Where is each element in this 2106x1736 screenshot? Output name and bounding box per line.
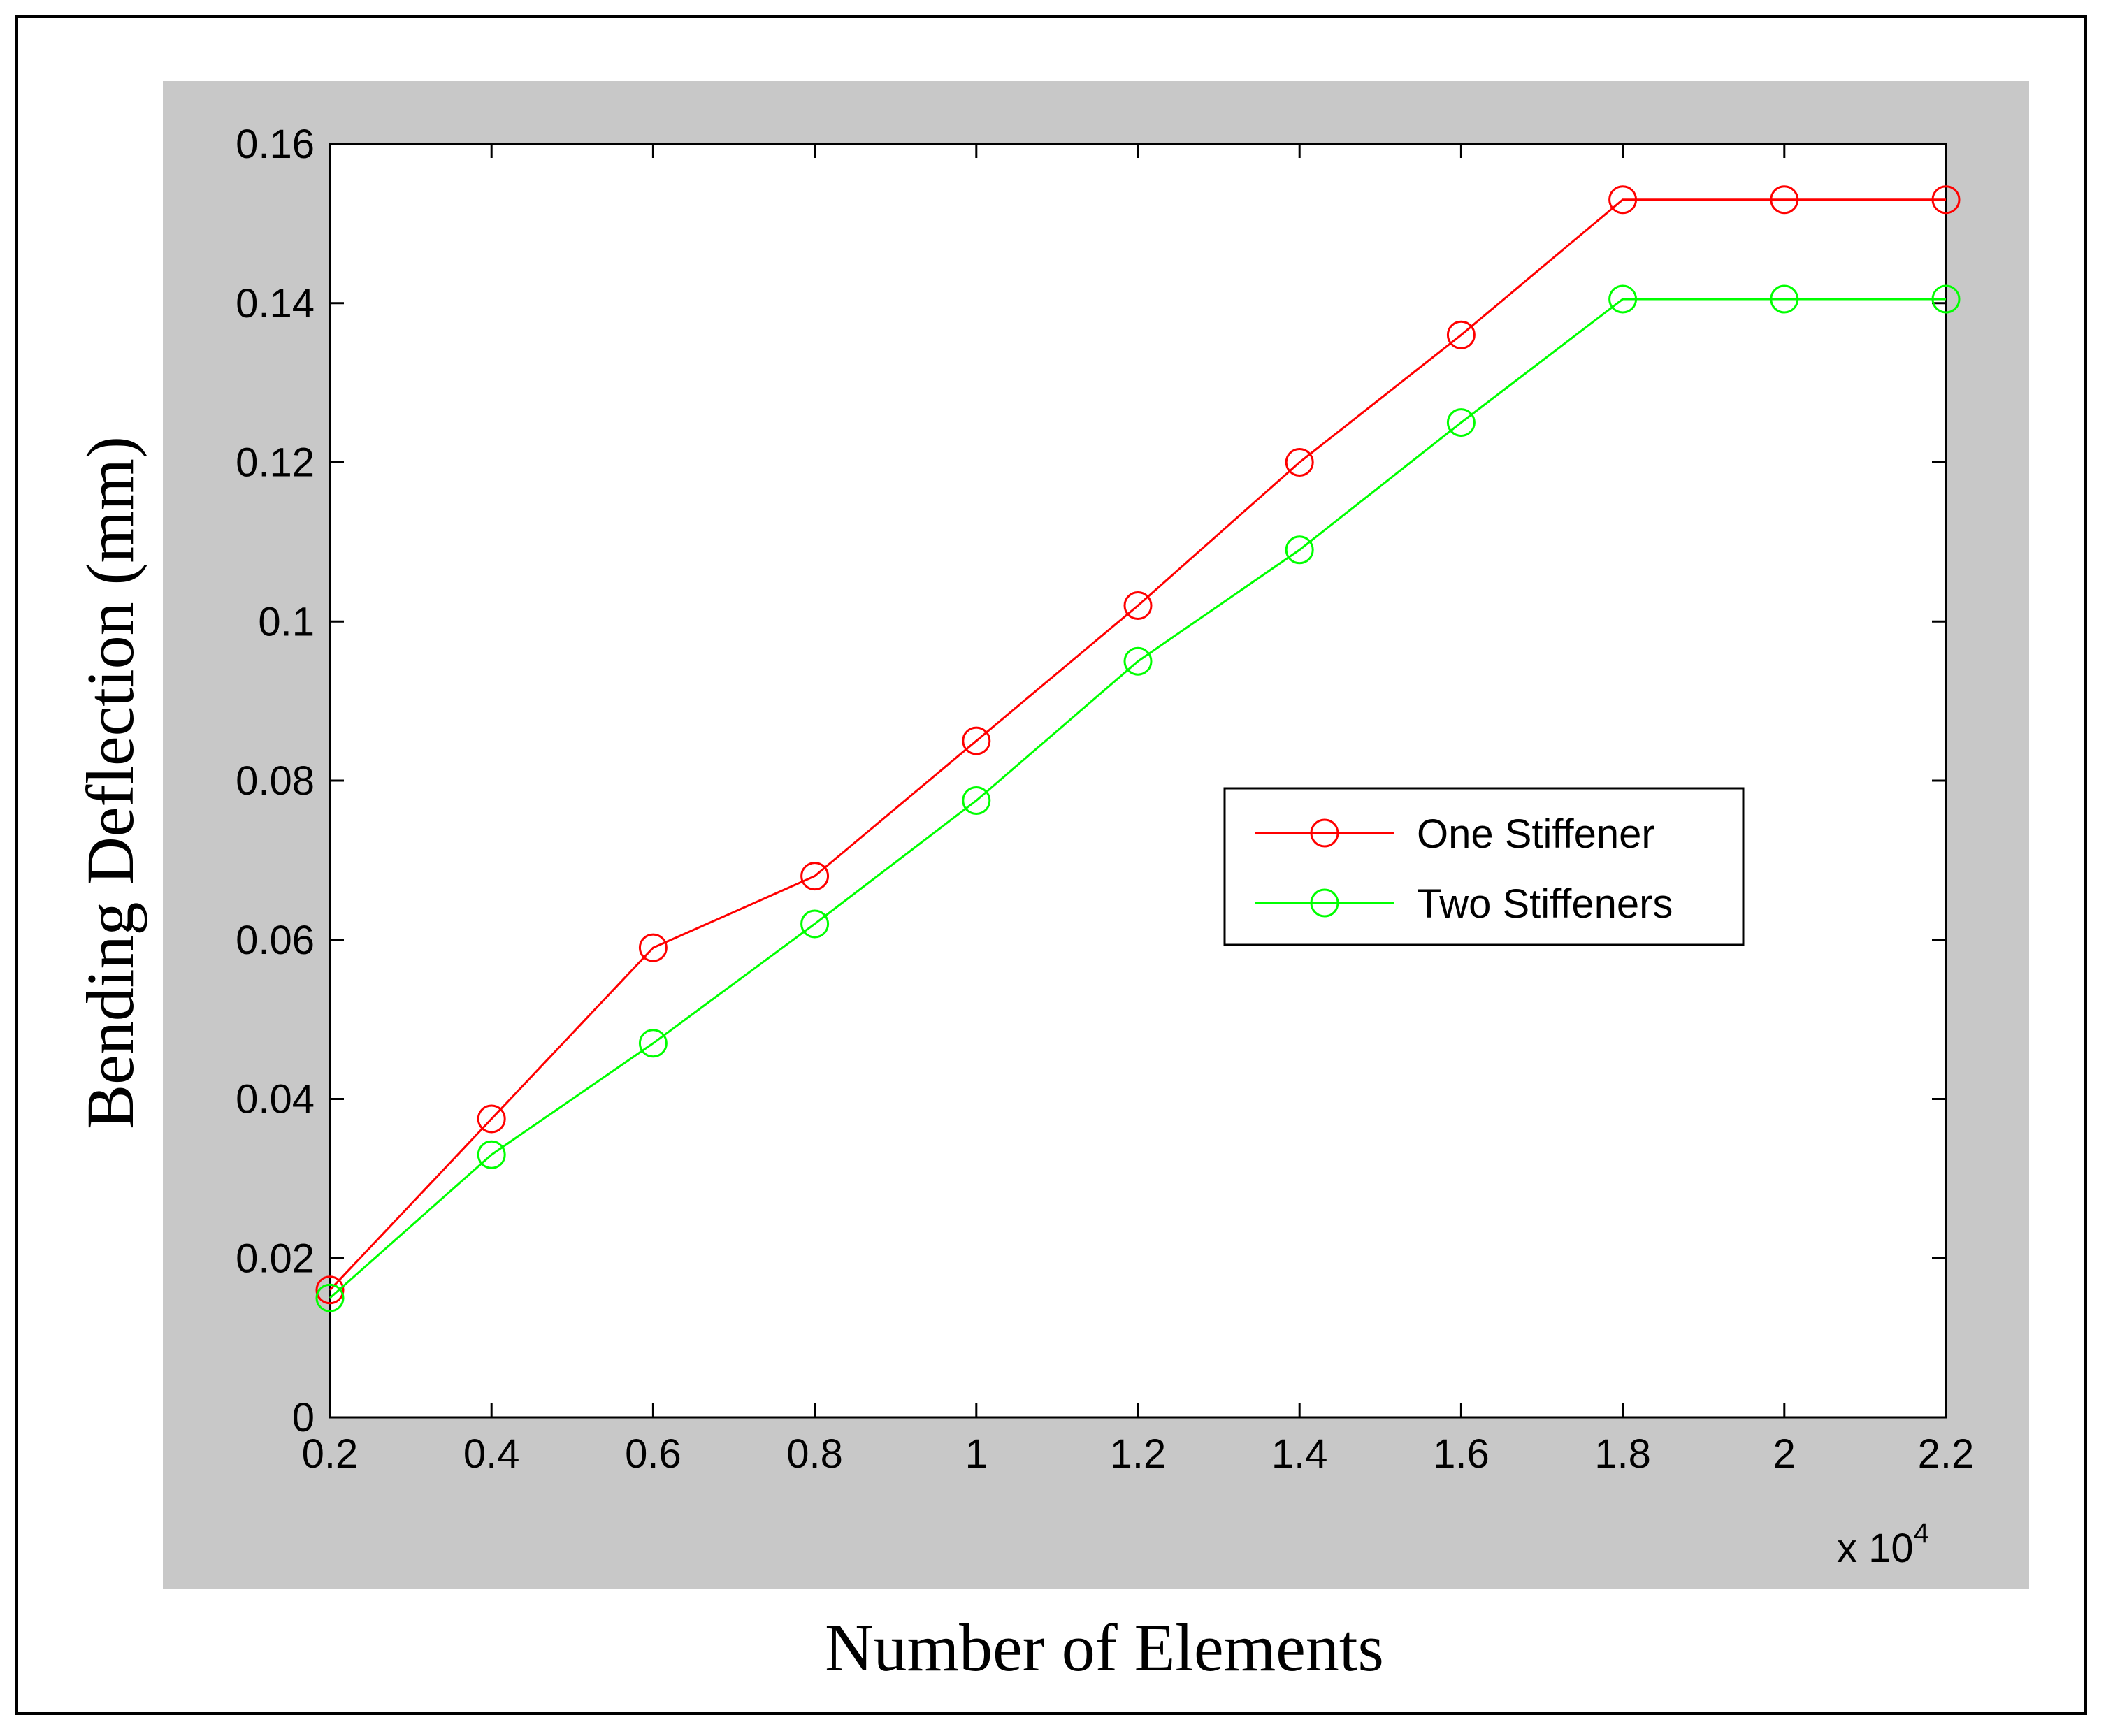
y-tick-label: 0.14 bbox=[236, 281, 315, 326]
legend-marker bbox=[1310, 818, 1339, 848]
y-tick-label: 0.1 bbox=[258, 599, 315, 644]
x-tick-label: 1.8 bbox=[1594, 1431, 1651, 1477]
y-tick-label: 0.12 bbox=[236, 440, 315, 486]
legend-label: One Stiffener bbox=[1417, 811, 1655, 857]
legend-label: Two Stiffeners bbox=[1417, 881, 1673, 927]
data-point-marker bbox=[1285, 535, 1314, 565]
legend-marker bbox=[1310, 888, 1339, 918]
data-point-marker bbox=[477, 1104, 506, 1134]
data-point-marker bbox=[315, 1275, 345, 1305]
plot-area bbox=[329, 143, 1947, 1419]
x-tick-label: 1 bbox=[965, 1431, 988, 1477]
series-1 bbox=[315, 185, 1961, 1305]
x-tick-label: 0.2 bbox=[302, 1431, 359, 1477]
series-layer bbox=[315, 185, 1961, 1312]
data-point-marker bbox=[1770, 185, 1799, 215]
x-tick-label: 1.2 bbox=[1110, 1431, 1167, 1477]
x-tick-label: 2 bbox=[1773, 1431, 1796, 1477]
data-point-marker bbox=[1123, 591, 1153, 620]
y-tick-label: 0.04 bbox=[236, 1077, 315, 1122]
data-point-marker bbox=[1446, 320, 1476, 349]
legend-entries: One Stiffener Two Stiffeners bbox=[1255, 811, 1673, 927]
y-axis-title: Bending Deflection (mm) bbox=[73, 436, 147, 1129]
data-point-marker bbox=[638, 1029, 668, 1058]
data-point-marker bbox=[1608, 185, 1638, 215]
y-tick-label: 0 bbox=[292, 1395, 315, 1440]
data-point-marker bbox=[1770, 284, 1799, 314]
series-line bbox=[329, 198, 1946, 1291]
axis-ticks bbox=[329, 143, 1947, 1419]
data-point-marker bbox=[638, 933, 668, 962]
data-point-marker bbox=[1931, 284, 1961, 314]
y-tick-label: 0.08 bbox=[236, 758, 315, 804]
data-point-marker bbox=[800, 909, 830, 939]
x-tick-label: 0.4 bbox=[463, 1431, 520, 1477]
legend-box bbox=[1223, 787, 1745, 946]
x-tick-label: 1.6 bbox=[1433, 1431, 1490, 1477]
y-tick-label: 0.06 bbox=[236, 918, 315, 963]
x-tick-label: 0.8 bbox=[786, 1431, 843, 1477]
x-axis-title: Number of Elements bbox=[825, 1610, 1384, 1685]
x-axis-multiplier: x 104 bbox=[1837, 1518, 1929, 1571]
series-line bbox=[329, 298, 1946, 1299]
x-tick-label: 1.4 bbox=[1271, 1431, 1328, 1477]
data-point-marker bbox=[1285, 448, 1314, 477]
data-point-marker bbox=[477, 1140, 506, 1169]
legend: One Stiffener Two Stiffeners bbox=[1223, 787, 1745, 946]
y-tick-label: 0.16 bbox=[236, 122, 315, 167]
data-point-marker bbox=[962, 786, 991, 815]
data-point-marker bbox=[315, 1283, 345, 1312]
data-point-marker bbox=[962, 726, 991, 755]
data-point-marker bbox=[1931, 185, 1961, 215]
data-point-marker bbox=[1446, 408, 1476, 437]
series-2 bbox=[315, 284, 1961, 1312]
x-axis-tick-labels: 0.2 0.4 0.6 0.8 1 1.2 1.4 1.6 1.8 2 2.2 bbox=[302, 1431, 1975, 1477]
data-point-marker bbox=[800, 862, 830, 891]
data-point-marker bbox=[1123, 646, 1153, 676]
data-point-marker bbox=[1608, 284, 1638, 314]
y-axis-tick-labels: 0 0.02 0.04 0.06 0.08 0.1 0.12 0.14 0.16 bbox=[236, 122, 315, 1440]
y-tick-label: 0.02 bbox=[236, 1236, 315, 1281]
x-tick-label: 2.2 bbox=[1918, 1431, 1975, 1477]
x-tick-label: 0.6 bbox=[625, 1431, 681, 1477]
